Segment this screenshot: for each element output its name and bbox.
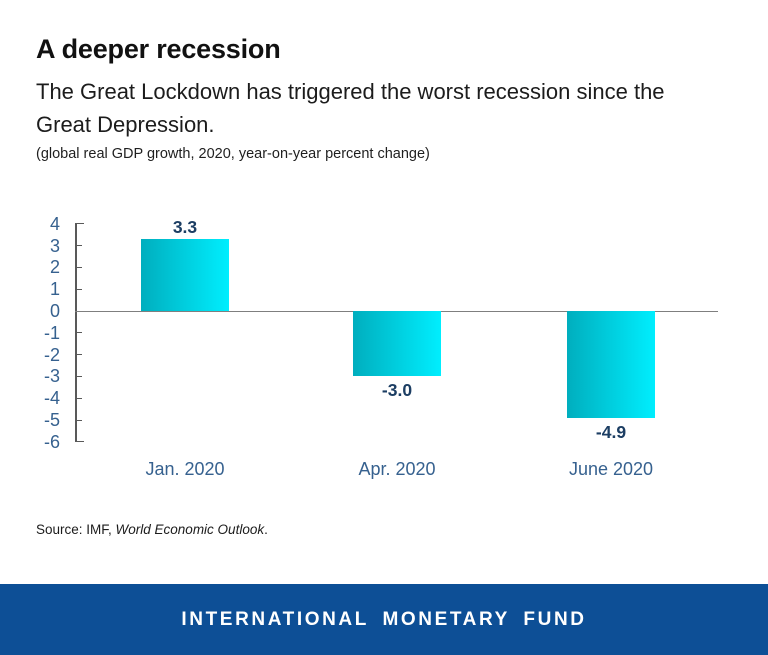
bar-jan-2020 bbox=[141, 239, 229, 311]
category-label-jan-2020: Jan. 2020 bbox=[145, 459, 225, 479]
y-axis-tick bbox=[75, 266, 82, 268]
chart-subtitle-line-2: Great Depression. bbox=[36, 111, 215, 137]
y-axis-tick bbox=[75, 375, 82, 377]
source-suffix: . bbox=[264, 522, 268, 537]
y-axis-tick-label: 0 bbox=[49, 301, 60, 321]
chart-subtitle-line-1: The Great Lockdown has triggered the wor… bbox=[36, 79, 665, 104]
y-axis-tick-label: -2 bbox=[43, 344, 60, 365]
source-note: Source: IMF, World Economic Outlook. bbox=[36, 522, 268, 537]
source-prefix: Source: IMF, bbox=[36, 522, 116, 537]
y-axis-tick bbox=[75, 397, 82, 399]
chart-subtitle: The Great Lockdown has triggered the wor… bbox=[36, 76, 665, 141]
bar-june-2020 bbox=[567, 311, 655, 418]
y-axis-tick-label: 2 bbox=[49, 257, 60, 278]
chart-title: A deeper recession bbox=[36, 34, 281, 64]
category-label-june-2020: June 2020 bbox=[568, 459, 654, 479]
y-axis-tick-label: 4 bbox=[49, 213, 60, 234]
y-axis-tick bbox=[75, 354, 82, 356]
imf-banner-label: INTERNATIONAL MONETARY FUND bbox=[181, 608, 587, 630]
y-axis-tick bbox=[75, 441, 84, 443]
imf-footer-banner: INTERNATIONAL MONETARY FUND bbox=[0, 584, 768, 655]
category-label-apr-2020: Apr. 2020 bbox=[358, 459, 436, 479]
y-axis-tick bbox=[75, 288, 82, 290]
y-axis-tick bbox=[75, 223, 84, 225]
chart-unit-note: (global real GDP growth, 2020, year-on-y… bbox=[36, 146, 430, 162]
y-axis-tick-label: -5 bbox=[43, 410, 60, 430]
y-axis-tick-label: -1 bbox=[43, 322, 60, 343]
y-axis-tick-label: 3 bbox=[49, 235, 60, 256]
bar-apr-2020 bbox=[353, 311, 441, 377]
y-axis-tick bbox=[75, 419, 82, 421]
value-label-apr-2020: -3.0 bbox=[381, 380, 413, 401]
value-label-jan-2020: 3.3 bbox=[172, 217, 198, 238]
y-axis-tick bbox=[75, 332, 82, 334]
y-axis-tick-label: 1 bbox=[49, 279, 60, 300]
y-axis-tick bbox=[75, 245, 82, 247]
source-publication: World Economic Outlook bbox=[115, 522, 265, 537]
value-label-june-2020: -4.9 bbox=[595, 421, 627, 442]
y-axis-tick-label: -3 bbox=[43, 366, 60, 387]
y-axis-tick-label: -6 bbox=[43, 431, 60, 452]
y-axis-tick-label: -4 bbox=[43, 388, 60, 409]
